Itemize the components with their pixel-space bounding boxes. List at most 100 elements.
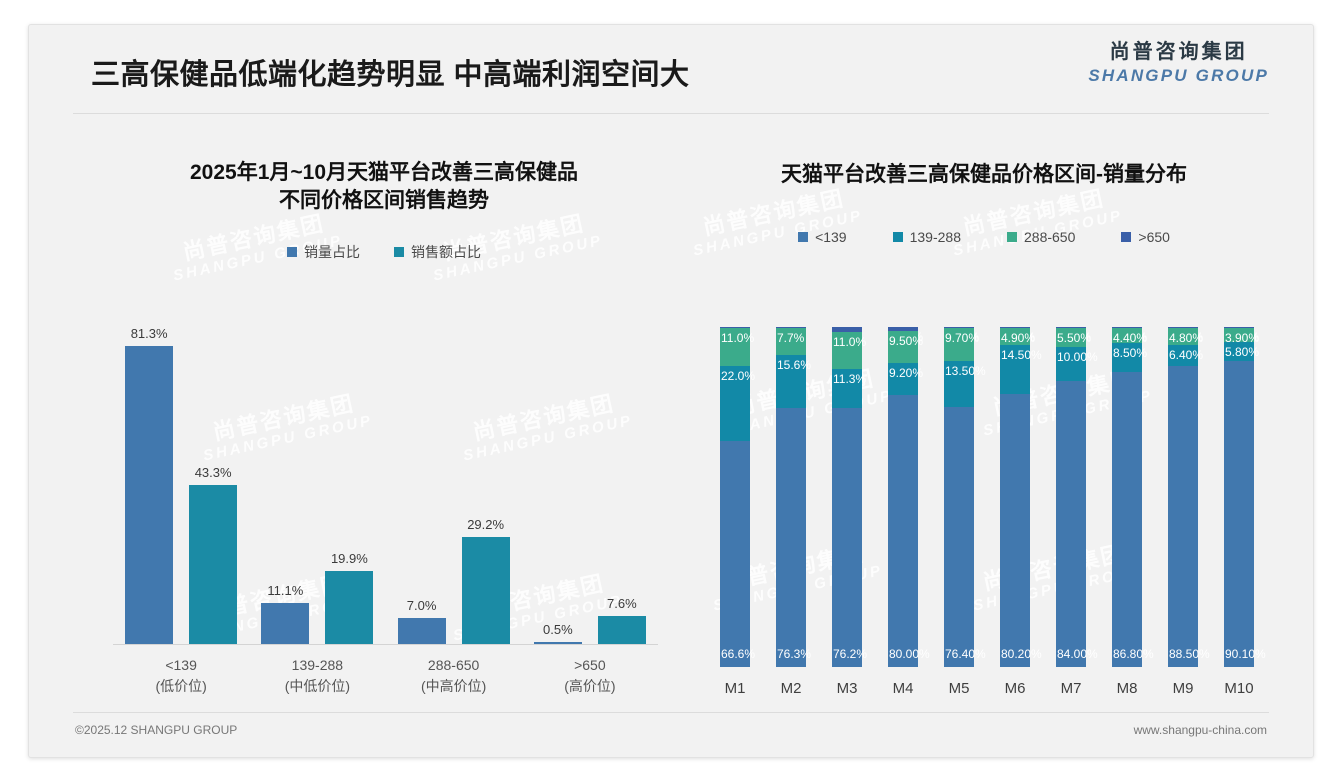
bar-rect[interactable] [189,485,238,644]
stack-segment-label: 84.00% [1057,646,1098,661]
bar-column[interactable]: 19.9% [325,314,374,644]
stack-segment[interactable]: 76.3% [776,407,811,667]
category-label: 288-650 (中高价位) [386,647,522,707]
stack-segment[interactable]: 4.80% [1168,328,1203,345]
stack-segment[interactable]: 10.00% [1056,347,1098,382]
bar-column[interactable]: 43.3% [189,314,238,644]
stacked-bar-group: 0.40%4.80%6.40%88.50% [1155,327,1211,667]
bar-column[interactable]: 7.0% [397,314,446,644]
stacked-bar[interactable]: 0.40%5.50%10.00%84.00% [1056,327,1098,667]
stack-segment[interactable]: 14.50% [1000,345,1042,395]
bar-column[interactable]: 7.6% [597,314,646,644]
stacked-bar-group: 1.20%9.50%9.20%80.00% [875,327,931,667]
stacked-bar[interactable]: 0.40%3.90%5.80%90.10% [1224,327,1266,667]
bar-rect[interactable] [533,642,582,644]
stack-segment[interactable]: 88.50% [1168,366,1210,667]
stack-segment[interactable]: 5.80% [1224,341,1259,362]
legend-item-right-3[interactable]: >650 [1121,229,1170,245]
stack-segment[interactable]: 9.70% [944,328,979,362]
legend-item-right-2[interactable]: 288-650 [1007,229,1075,245]
left-chart-panel: 2025年1月~10月天猫平台改善三高保健品 不同价格区间销售趋势 销量占比 销售… [89,137,679,707]
category-label-range: >650 [574,657,606,673]
bar-rect[interactable] [597,616,646,644]
stacked-bar[interactable]: 0.40%4.90%14.50%80.20% [1000,327,1042,667]
legend-item-left-0[interactable]: 销量占比 [287,242,360,262]
month-label: M8 [1116,680,1138,697]
stack-segment[interactable]: 6.40% [1168,344,1203,367]
legend-item-left-1[interactable]: 销售额占比 [394,242,481,262]
stacked-bar[interactable]: 0.40%9.70%13.50%76.40% [944,327,986,667]
stacked-bar[interactable]: 0.40%4.80%6.40%88.50% [1168,327,1210,667]
header-divider [73,113,1269,114]
category-label-tier: (中高价位) [420,678,487,694]
category-label: >650 (高价位) [522,647,658,707]
stack-segment-label: 4.80% [1169,331,1204,346]
bar-column[interactable]: 11.1% [261,314,310,644]
right-chart-plot: 0.4%11.0%22.0%66.6%0.4%7.7%15.6%76.3%1.4… [707,315,1267,707]
category-label-range: <139 [165,657,197,673]
legend-swatch-icon [1121,232,1132,243]
category-label: 139-288 (中低价位) [249,647,385,707]
stack-segment[interactable]: 86.80% [1112,372,1154,667]
bar-value-label: 29.2% [467,516,505,532]
legend-label: 销售额占比 [411,243,481,260]
stack-segment[interactable]: 8.50% [1112,343,1147,373]
stack-segment[interactable]: 80.00% [888,394,930,667]
legend-item-right-1[interactable]: 139-288 [892,229,961,245]
stack-segment-label: 11.0% [721,331,755,346]
stack-segment[interactable]: 15.6% [776,354,811,408]
bar-column[interactable]: 81.3% [125,314,174,644]
stack-segment[interactable]: 13.50% [944,361,986,408]
stacked-bar-group: 1.4%11.0%11.3%76.2% [819,327,875,667]
left-chart-axis [113,644,658,645]
stack-segment-label: 11.0% [833,334,867,349]
stack-segment[interactable]: 3.90% [1224,328,1259,345]
month-label: M1 [724,680,746,697]
stack-segment-label: 6.40% [1169,347,1204,362]
stack-segment[interactable]: 66.6% [720,440,755,667]
bar-column[interactable]: 0.5% [533,314,582,644]
right-chart-panel: 天猫平台改善三高保健品价格区间-销量分布 <139 139-288 288-650 >… [689,137,1279,707]
bar-rect[interactable] [461,536,510,644]
bar-rect[interactable] [325,571,374,644]
stacked-bar[interactable]: 1.4%11.0%11.3%76.2% [832,327,867,667]
legend-label: 销量占比 [304,243,360,260]
stack-segment[interactable]: 11.0% [832,331,866,370]
bar-column[interactable]: 29.2% [461,314,510,644]
stacked-bar[interactable]: 0.40%4.40%8.50%86.80% [1112,327,1154,667]
stack-segment[interactable]: 5.50% [1056,328,1091,348]
stack-segment[interactable]: 7.7% [776,328,806,355]
stack-segment[interactable]: 11.0% [720,328,754,366]
stack-segment[interactable]: 9.20% [888,363,923,395]
month-label: M3 [836,680,858,697]
bar-rect[interactable] [125,345,174,644]
stacked-bar[interactable]: 1.20%9.50%9.20%80.00% [888,327,930,667]
stack-segment[interactable]: 84.00% [1056,381,1098,667]
stacked-bar-group: 0.40%9.70%13.50%76.40% [931,327,987,667]
stack-segment[interactable]: 80.20% [1000,394,1042,667]
stack-segment-label: 66.6% [721,646,756,661]
stack-segment[interactable]: 76.40% [944,407,986,667]
legend-swatch-icon [892,232,903,243]
stacked-bar-group: 0.40%4.40%8.50%86.80% [1099,327,1155,667]
stack-segment-label: 10.00% [1057,350,1098,365]
stacked-bar[interactable]: 0.4%7.7%15.6%76.3% [776,327,811,667]
stack-segment-label: 7.7% [777,331,805,346]
right-chart-title: 天猫平台改善三高保健品价格区间-销量分布 [781,163,1187,186]
bar-rect[interactable] [261,603,310,644]
left-chart-bars: 81.3% 43.3% 11.1% 19.9% 7.0% 29.2% 0.5% 7.6% [113,314,658,644]
stack-segment[interactable]: 11.3% [832,369,866,408]
stack-segment-label: 13.50% [945,364,986,379]
stack-segment[interactable]: 90.10% [1224,361,1266,667]
stack-segment[interactable]: 9.50% [888,331,923,364]
stack-segment[interactable]: 4.40% [1112,328,1147,345]
legend-swatch-icon [798,232,809,243]
stack-segment[interactable]: 4.90% [1000,328,1035,345]
stacked-bar[interactable]: 0.4%11.0%22.0%66.6% [720,327,755,667]
slide-canvas: 三高保健品低端化趋势明显 中高端利润空间大 尚普咨询集团 SHANGPU GRO… [28,24,1314,758]
legend-item-right-0[interactable]: <139 [798,229,847,245]
stack-segment[interactable]: 22.0% [720,365,755,441]
stack-segment[interactable]: 76.2% [832,407,867,667]
bar-rect[interactable] [397,618,446,644]
stack-segment-label: 5.80% [1225,344,1260,359]
